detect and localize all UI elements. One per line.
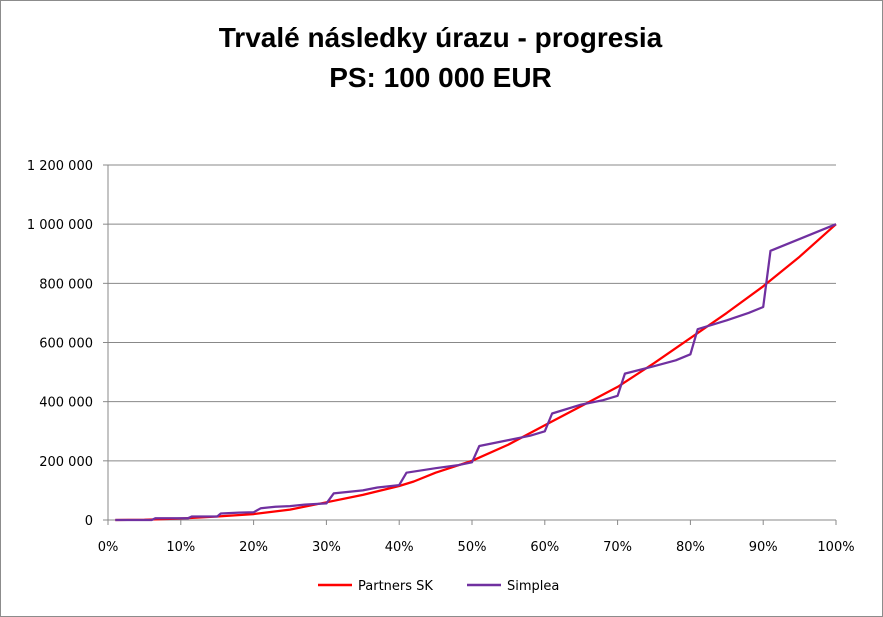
series-line-0 xyxy=(115,223,837,522)
y-tick-label-4: 800 000 xyxy=(39,277,93,292)
x-tick-label-3: 30% xyxy=(312,540,341,555)
x-tick-label-4: 40% xyxy=(385,540,414,555)
legend-label-1: Simplea xyxy=(507,579,559,594)
x-tick-label-8: 80% xyxy=(676,540,705,555)
x-tick-label-6: 60% xyxy=(530,540,559,555)
x-tick-label-1: 10% xyxy=(166,540,195,555)
x-tick-label-9: 90% xyxy=(749,540,778,555)
legend-label-0: Partners SK xyxy=(358,579,433,594)
y-tick-label-0: 0 xyxy=(85,514,93,529)
x-tick-label-5: 50% xyxy=(458,540,487,555)
chart-subtitle: PS: 100 000 EUR xyxy=(329,62,552,93)
x-tick-label-0: 0% xyxy=(98,540,119,555)
y-tick-label-5: 1 000 000 xyxy=(27,218,93,233)
y-tick-label-6: 1 200 000 xyxy=(27,159,93,174)
y-tick-label-1: 200 000 xyxy=(39,455,93,470)
y-tick-label-3: 600 000 xyxy=(39,337,93,352)
chart-title: Trvalé následky úrazu - progresia xyxy=(218,22,663,53)
x-tick-label-10: 100% xyxy=(817,540,854,555)
x-tick-label-7: 70% xyxy=(603,540,632,555)
chart-title-block: Trvalé následky úrazu - progresia PS: 10… xyxy=(0,18,881,98)
series-line-1 xyxy=(115,223,837,522)
x-tick-label-2: 20% xyxy=(239,540,268,555)
y-tick-label-2: 400 000 xyxy=(39,396,93,411)
